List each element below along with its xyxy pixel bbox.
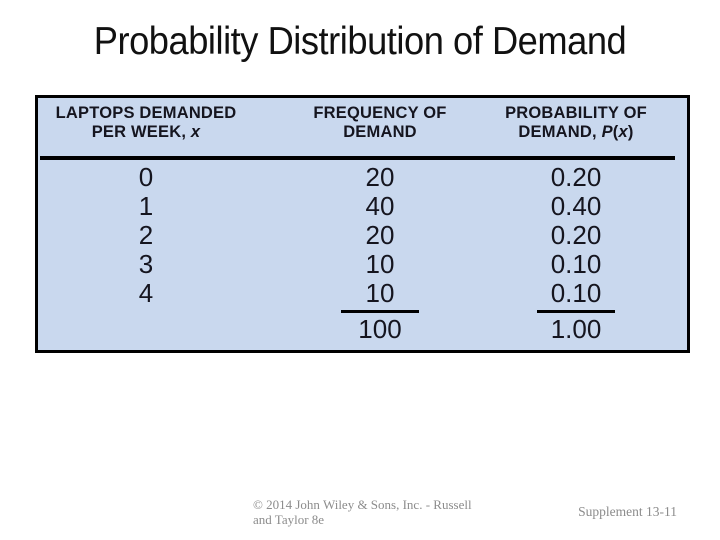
table-cell: 0.20: [550, 220, 602, 250]
column-header-probability: PROBABILITY OF DEMAND, P(x): [476, 98, 676, 142]
table-cell: 10: [365, 278, 395, 308]
table-cell: 0.40: [550, 191, 602, 221]
column-values-x: 0 1 2 3 4: [46, 163, 246, 308]
table-cell: 0: [138, 162, 154, 192]
column-values-frequency: 20 40 20 10 10 100: [280, 163, 480, 344]
header-line-2: DEMAND, P(x): [518, 123, 634, 141]
column-probability: PROBABILITY OF DEMAND, P(x) 0.20 0.40 0.…: [476, 98, 676, 350]
slide-title: Probability Distribution of Demand: [93, 20, 627, 63]
column-frequency: FREQUENCY OF DEMAND 20 40 20 10 10 100: [280, 98, 480, 350]
header-line-2: PER WEEK, x: [91, 123, 201, 141]
table-cell: 4: [138, 278, 154, 308]
table-cell: 20: [365, 162, 395, 192]
variable-p: P: [601, 123, 613, 141]
variable-x: x: [618, 123, 628, 141]
table-cell: 3: [138, 249, 154, 279]
table-cell: 0.10: [550, 278, 602, 308]
column-values-probability: 0.20 0.40 0.20 0.10 0.10 1.00: [476, 163, 676, 344]
table-cell: 1: [138, 191, 154, 221]
table-cell: 10: [365, 249, 395, 279]
sum-divider-line: [341, 310, 419, 313]
table-cell: 20: [365, 220, 395, 250]
header-line-2: DEMAND: [343, 123, 417, 141]
probability-total: 1.00: [550, 314, 602, 344]
table-cell: 0.20: [550, 162, 602, 192]
copyright-line-2: and Taylor 8e: [253, 512, 325, 527]
variable-x: x: [190, 123, 201, 141]
probability-distribution-table: LAPTOPS DEMANDED PER WEEK, x 0 1 2 3 4 F…: [35, 95, 690, 353]
header-line-1: LAPTOPS DEMANDED: [55, 104, 237, 122]
table-cell: 0.10: [550, 249, 602, 279]
copyright-notice: © 2014 John Wiley & Sons, Inc. - Russell…: [253, 497, 513, 527]
column-laptops-demanded: LAPTOPS DEMANDED PER WEEK, x 0 1 2 3 4: [46, 98, 246, 350]
column-header-laptops: LAPTOPS DEMANDED PER WEEK, x: [46, 98, 246, 142]
header-divider-line: [40, 156, 675, 160]
header-line-1: PROBABILITY OF: [505, 104, 647, 122]
copyright-line-1: © 2014 John Wiley & Sons, Inc. - Russell: [253, 497, 472, 512]
sum-divider-line: [537, 310, 615, 313]
slide-page-label: Supplement 13-11: [578, 504, 677, 519]
table-cell: 2: [138, 220, 154, 250]
header-line-1: FREQUENCY OF: [313, 104, 447, 122]
frequency-total: 100: [358, 314, 402, 344]
column-header-frequency: FREQUENCY OF DEMAND: [280, 98, 480, 142]
table-cell: 40: [365, 191, 395, 221]
